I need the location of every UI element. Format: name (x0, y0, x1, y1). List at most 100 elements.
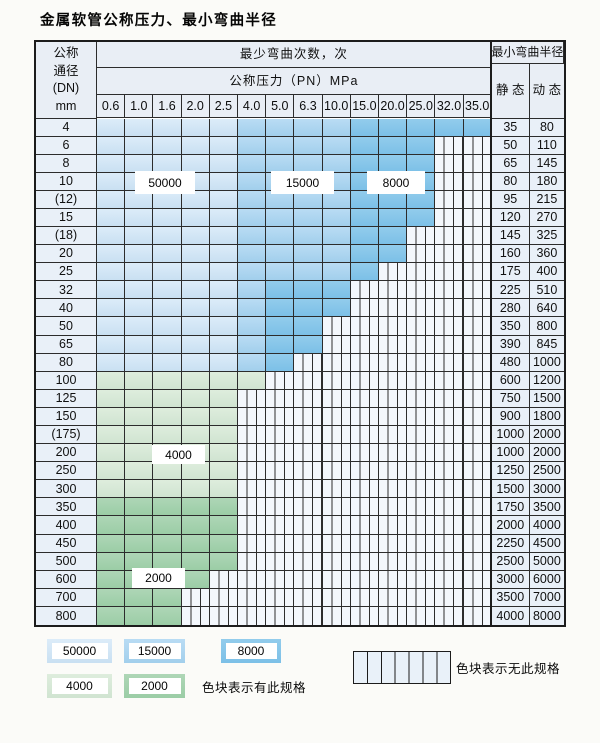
legend-swatch-15000: 15000 (124, 639, 185, 663)
grid-cell-(175)-15.0 (350, 426, 379, 445)
grid-cell-700-6.3 (294, 588, 323, 607)
grid-cell-800-20.0 (379, 606, 408, 625)
static-cell-800: 4000 (491, 606, 530, 625)
grid-cell-200-32.0 (435, 444, 464, 463)
static-cell-600: 3000 (491, 570, 530, 589)
header-pressure-35.0: 35.0 (463, 95, 492, 119)
grid-cell-65-2.0 (181, 335, 210, 354)
grid-cell-600-32.0 (435, 570, 464, 589)
grid-cell-250-35.0 (463, 462, 492, 481)
dn-cell-400: 400 (36, 516, 97, 535)
grid-cell-(175)-32.0 (435, 426, 464, 445)
legend-swatch-label-15000: 15000 (128, 643, 181, 659)
grid-cell-300-32.0 (435, 480, 464, 499)
grid-cell-15-0.6 (97, 208, 126, 228)
grid-cell-(18)-35.0 (463, 227, 492, 246)
grid-cell-32-0.6 (97, 281, 126, 300)
header-pressure-1.6: 1.6 (153, 95, 182, 119)
grid-cell-32-32.0 (435, 281, 464, 300)
grid-cell-20-1.0 (125, 245, 154, 264)
grid-cell-600-5.0 (266, 570, 295, 589)
grid-cell-500-15.0 (350, 552, 379, 571)
grid-cell-125-4.0 (238, 389, 267, 408)
grid-cell-50-32.0 (435, 317, 464, 336)
grid-cell-500-5.0 (266, 552, 295, 571)
grid-cell-100-4.0 (238, 371, 267, 390)
grid-cell-125-35.0 (463, 389, 492, 408)
header-pressure-6.3: 6.3 (294, 95, 323, 119)
grid-cell-32-2.5 (209, 281, 238, 300)
grid-cell-450-1.0 (125, 534, 154, 553)
grid-cell-400-1.6 (153, 516, 182, 535)
header-pressure-2.5: 2.5 (209, 95, 238, 119)
grid-cell-20-2.0 (181, 245, 210, 264)
grid-cell-350-32.0 (435, 498, 464, 517)
header-dn-line-1: 通径 (53, 63, 79, 78)
grid-cell-25-1.6 (153, 263, 182, 282)
grid-cell-65-4.0 (238, 335, 267, 354)
dn-cell-600: 600 (36, 570, 97, 589)
grid-cell-100-2.0 (181, 371, 210, 390)
grid-cell-500-25.0 (407, 552, 436, 571)
grid-cell-600-6.3 (294, 570, 323, 589)
grid-cell-6-20.0 (379, 136, 408, 155)
static-cell-450: 2250 (491, 534, 530, 553)
header-pressure-2.0: 2.0 (181, 95, 210, 119)
grid-cell-20-25.0 (407, 245, 436, 264)
grid-cell-(175)-0.6 (97, 426, 126, 445)
dn-cell-(12): (12) (36, 190, 97, 209)
grid-cell-600-25.0 (407, 570, 436, 589)
grid-cell-32-25.0 (407, 281, 436, 300)
grid-cell-350-20.0 (379, 498, 408, 517)
grid-cell-800-1.0 (125, 606, 154, 625)
grid-cell-50-25.0 (407, 317, 436, 336)
grid-cell-150-20.0 (379, 407, 408, 426)
grid-cell-600-4.0 (238, 570, 267, 589)
region-label-4000: 4000 (152, 445, 205, 464)
grid-cell-400-20.0 (379, 516, 408, 535)
grid-cell-6-32.0 (435, 136, 464, 155)
grid-cell-400-25.0 (407, 516, 436, 535)
grid-cell-(18)-1.0 (125, 227, 154, 246)
grid-cell-100-20.0 (379, 371, 408, 390)
grid-cell-(12)-5.0 (266, 190, 295, 209)
grid-cell-32-1.0 (125, 281, 154, 300)
grid-cell-200-35.0 (463, 444, 492, 463)
header-pressure-1.0: 1.0 (125, 95, 154, 119)
grid-cell-200-10.0 (322, 444, 351, 463)
static-cell-125: 750 (491, 389, 530, 408)
grid-cell-250-4.0 (238, 462, 267, 481)
grid-cell-25-20.0 (379, 263, 408, 282)
grid-cell-800-1.6 (153, 606, 182, 625)
grid-cell-600-2.5 (209, 570, 238, 589)
grid-cell-65-10.0 (322, 335, 351, 354)
grid-cell-15-5.0 (266, 208, 295, 228)
grid-cell-150-1.0 (125, 407, 154, 426)
dynamic-cell-700: 7000 (529, 588, 564, 607)
grid-cell-125-2.5 (209, 389, 238, 408)
grid-cell-(18)-2.0 (181, 227, 210, 246)
grid-cell-65-35.0 (463, 335, 492, 354)
dn-cell-65: 65 (36, 335, 97, 354)
grid-cell-4-1.6 (153, 118, 182, 137)
grid-cell-200-6.3 (294, 444, 323, 463)
grid-cell-32-15.0 (350, 281, 379, 300)
grid-cell-700-4.0 (238, 588, 267, 607)
dynamic-cell-32: 510 (529, 281, 564, 300)
grid-cell-20-6.3 (294, 245, 323, 264)
grid-cell-200-5.0 (266, 444, 295, 463)
grid-cell-700-25.0 (407, 588, 436, 607)
dn-cell-15: 15 (36, 208, 97, 228)
grid-cell-125-10.0 (322, 389, 351, 408)
grid-cell-25-10.0 (322, 263, 351, 282)
header-min-radius: 最小弯曲半径 (491, 42, 564, 64)
legend-swatch-50000: 50000 (47, 639, 112, 663)
dynamic-cell-125: 1500 (529, 389, 564, 408)
grid-cell-25-0.6 (97, 263, 126, 282)
dynamic-cell-65: 845 (529, 335, 564, 354)
grid-cell-25-35.0 (463, 263, 492, 282)
grid-cell-80-25.0 (407, 353, 436, 372)
grid-cell-80-10.0 (322, 353, 351, 372)
static-cell-40: 280 (491, 299, 530, 318)
dynamic-cell-600: 6000 (529, 570, 564, 589)
